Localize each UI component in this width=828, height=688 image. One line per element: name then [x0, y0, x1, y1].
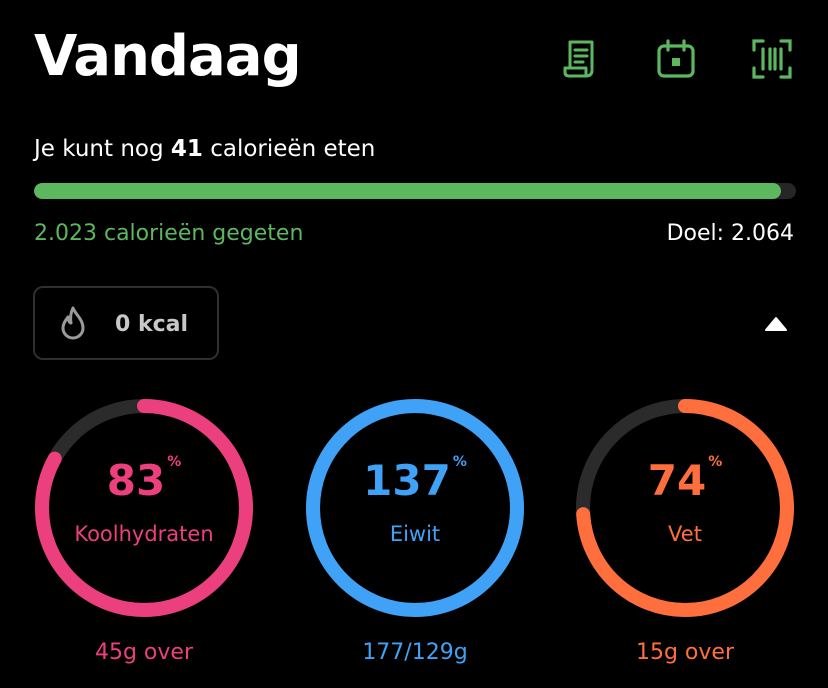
page-title: Vandaag [34, 24, 302, 89]
flame-icon [61, 306, 85, 340]
calories-eaten: 2.023 calorieën gegeten [34, 221, 304, 246]
calendar-icon[interactable] [655, 38, 697, 80]
protein-ring-progress [306, 399, 524, 617]
carbs-percentage-value: 83 [106, 456, 166, 505]
fat-ring[interactable]: 74% Vet [573, 396, 797, 620]
calories-burned-button[interactable]: 0 kcal [33, 286, 219, 360]
fat-percentage-sign: % [708, 454, 723, 470]
protein-percentage-value: 137 [363, 456, 451, 505]
carbs-ring[interactable]: 83% Koolhydraten [32, 396, 256, 620]
protein-percentage-sign: % [452, 454, 467, 470]
fat-amount: 15g over [635, 640, 734, 665]
fat-ring-progress [576, 399, 794, 617]
chevron-up-icon[interactable] [762, 314, 790, 336]
protein-ring[interactable]: 137% Eiwit [303, 396, 527, 620]
barcode-scanner-icon[interactable] [751, 38, 793, 80]
carbs-percentage: 83% [32, 454, 256, 505]
receipt-icon[interactable] [560, 38, 602, 80]
protein-percentage: 137% [303, 454, 527, 505]
protein-amount: 177/129g [362, 640, 468, 665]
carbs-amount: 45g over [94, 640, 193, 665]
calories-burned-value: 0 kcal [115, 312, 189, 337]
protein-label: Eiwit [389, 522, 441, 546]
remaining-prefix: Je kunt nog [34, 136, 164, 162]
calories-remaining-text: Je kunt nog 41 calorieën eten [34, 136, 375, 162]
carbs-label: Koolhydraten [74, 522, 214, 546]
fat-percentage-value: 74 [647, 456, 707, 505]
remaining-suffix: calorieën eten [210, 136, 376, 162]
calorie-progress-bar [34, 183, 796, 199]
calorie-progress-fill [34, 183, 781, 199]
carbs-ring-progress [35, 399, 253, 617]
fat-label: Vet [668, 522, 702, 546]
remaining-value: 41 [170, 136, 203, 162]
calorie-goal: Doel: 2.064 [666, 221, 794, 246]
fat-percentage: 74% [573, 454, 797, 505]
carbs-percentage-sign: % [167, 454, 182, 470]
